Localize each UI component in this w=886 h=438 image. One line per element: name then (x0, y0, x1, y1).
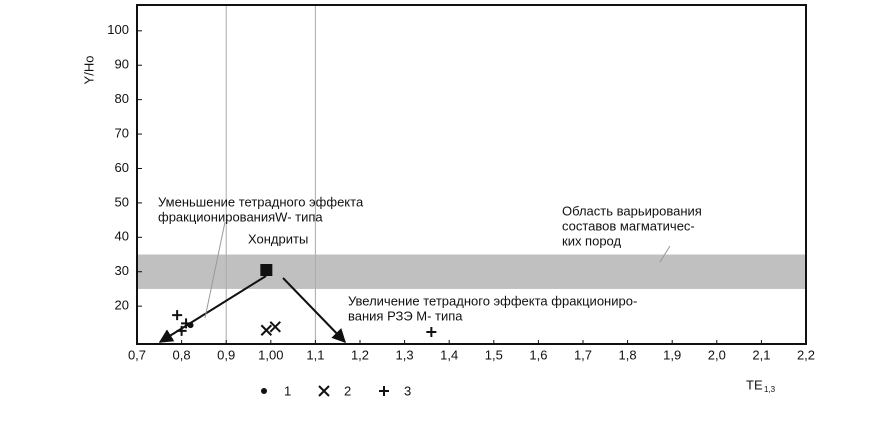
x-tick-label: 1,8 (619, 347, 637, 362)
annotation: Уменьшение тетрадного эффекта (158, 194, 364, 209)
y-tick-label: 40 (115, 229, 129, 244)
legend-label: 3 (404, 383, 411, 398)
point (426, 326, 437, 337)
x-tick-label: 1,9 (663, 347, 681, 362)
legend-label: 1 (284, 383, 291, 398)
annotation: ких пород (562, 233, 622, 248)
x-tick-label: 0,9 (217, 347, 235, 362)
x-tick-label: 2,1 (752, 347, 770, 362)
y-tick-label: 90 (115, 57, 129, 72)
arrow (282, 277, 346, 344)
y-tick-label: 100 (107, 22, 129, 37)
x-tick-label: 0,8 (173, 347, 191, 362)
annotation: вания РЗЭ М- типа (348, 308, 463, 323)
leader-line (659, 245, 671, 263)
annotation: Область варьирования (562, 203, 702, 218)
legend-marker (261, 388, 267, 394)
legend-marker (318, 385, 330, 397)
y-tick-label: 20 (115, 298, 129, 313)
y-tick-label: 70 (115, 125, 129, 140)
x-tick-label: 1,7 (574, 347, 592, 362)
x-tick-label: 1,5 (485, 347, 503, 362)
chondrite-point (260, 264, 273, 277)
legend-label: 2 (344, 383, 351, 398)
x-axis-label-sub: 1,3 (764, 385, 776, 394)
x-tick-label: 2,2 (797, 347, 815, 362)
x-tick-label: 1,1 (306, 347, 324, 362)
x-tick-label: 2,0 (708, 347, 726, 362)
y-tick-label: 80 (115, 91, 129, 106)
annotation: Увеличение тетрадного эффекта фракционир… (348, 293, 637, 308)
x-tick-label: 1,3 (396, 347, 414, 362)
legend-marker (379, 386, 389, 396)
x-tick-label: 1,6 (529, 347, 547, 362)
x-tick-label: 1,00 (258, 347, 283, 362)
chondrite-label: Хондриты (248, 231, 308, 246)
point (260, 324, 273, 336)
plot-frame (136, 4, 807, 345)
arrow (158, 275, 267, 343)
x-tick-label: 1,4 (440, 347, 458, 362)
x-axis-label: TE (746, 377, 763, 392)
annotation: фракционированияW- типа (158, 209, 323, 224)
y-axis-label: Y/Ho (81, 56, 96, 85)
x-tick-label: 0,7 (128, 347, 146, 362)
y-tick-label: 50 (115, 194, 129, 209)
y-tick-label: 30 (115, 263, 129, 278)
y-tick-label: 60 (115, 160, 129, 175)
x-tick-label: 1,2 (351, 347, 369, 362)
point (269, 321, 281, 333)
annotation: составов магматичес- (562, 218, 695, 233)
leader-line (204, 221, 226, 319)
variation-band (137, 254, 806, 289)
point (172, 310, 183, 321)
